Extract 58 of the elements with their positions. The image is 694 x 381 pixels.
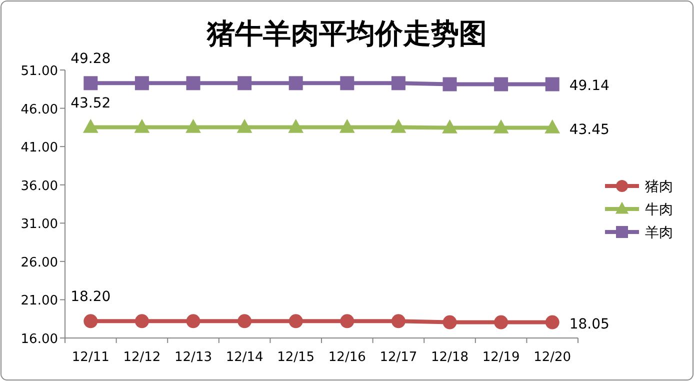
point <box>391 314 406 328</box>
point <box>340 76 354 90</box>
x-tick-label: 12/16 <box>328 350 366 365</box>
point <box>134 118 150 133</box>
x-tick-label: 12/12 <box>123 350 161 365</box>
y-tick-label: 26.00 <box>20 255 58 270</box>
y-tick-label: 21.00 <box>20 294 58 309</box>
x-tick-label: 12/13 <box>174 350 212 365</box>
point <box>186 76 200 90</box>
title: 猪牛羊肉平均价走势图 <box>207 19 487 50</box>
point <box>442 315 457 330</box>
y-tick-label: 36.00 <box>20 178 58 194</box>
point <box>545 77 560 92</box>
data-label: 43.45 <box>569 122 610 138</box>
data-label: 18.05 <box>569 316 610 332</box>
point <box>494 315 508 330</box>
point <box>442 119 458 134</box>
x-tick-label: 12/20 <box>534 350 572 365</box>
data-label: 49.28 <box>70 51 111 68</box>
legend-label: 猪肉 <box>645 179 673 195</box>
y-tick-label: 51.00 <box>20 64 58 79</box>
point <box>442 77 457 92</box>
point <box>544 119 560 134</box>
point <box>390 118 406 133</box>
x-tick-label: 12/15 <box>277 350 315 365</box>
point <box>493 119 509 134</box>
point <box>82 118 98 133</box>
y-tick-label: 41.00 <box>20 140 58 156</box>
y-tick-label: 46.00 <box>20 102 58 118</box>
x-tick-label: 12/11 <box>72 350 110 365</box>
x-tick-label: 12/17 <box>380 350 418 365</box>
x-tick-label: 12/19 <box>482 350 520 365</box>
point <box>391 76 406 90</box>
data-label: 49.14 <box>569 78 610 94</box>
point <box>186 314 200 328</box>
y-tick-label: 16.00 <box>20 332 58 347</box>
point <box>134 76 149 90</box>
x-tick-label: 12/18 <box>431 350 468 365</box>
point <box>545 315 560 330</box>
point <box>84 314 98 328</box>
legend-label: 牛肉 <box>645 202 673 218</box>
point <box>238 76 252 90</box>
point <box>236 118 252 133</box>
point <box>134 314 149 328</box>
data-label: 18.20 <box>70 289 111 306</box>
point <box>84 76 98 90</box>
y-tick-label: 31.00 <box>20 217 58 232</box>
data-label: 43.52 <box>70 95 111 112</box>
point <box>494 77 508 92</box>
legend-label: 羊肉 <box>645 225 673 241</box>
point <box>288 118 304 133</box>
point <box>340 314 354 328</box>
point <box>238 314 252 328</box>
point <box>186 118 201 133</box>
x-tick-label: 12/14 <box>226 350 264 365</box>
point <box>288 314 303 328</box>
point <box>339 118 355 133</box>
point <box>288 76 303 90</box>
